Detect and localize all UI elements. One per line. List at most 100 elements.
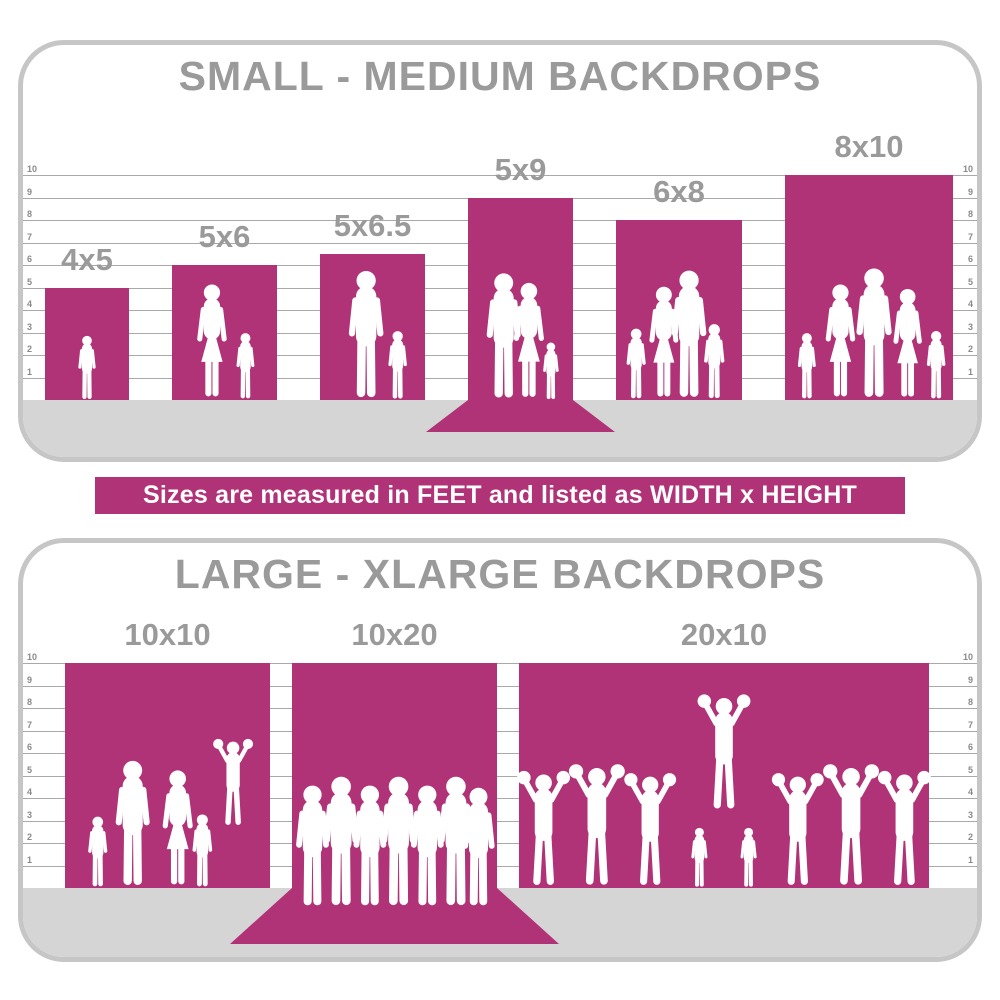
y-tick-right: 4 [967, 299, 973, 309]
people-silhouettes [172, 265, 277, 400]
y-tick-left: 8 [27, 697, 33, 707]
y-tick-right: 6 [967, 742, 973, 752]
silhouette-stand [693, 828, 706, 885]
silhouette-stand [628, 329, 644, 396]
gridline-1 [23, 865, 977, 867]
y-tick-right: 4 [967, 787, 973, 797]
silhouette-stand [390, 331, 405, 396]
people-silhouettes [468, 198, 573, 401]
y-tick-right: 3 [967, 809, 973, 820]
silhouette-stand [706, 324, 723, 396]
silhouette-stand [238, 333, 253, 396]
people-silhouettes [519, 663, 929, 888]
y-tick-left: 4 [27, 299, 33, 309]
y-tick-right: 10 [962, 652, 973, 662]
gridline-10 [23, 175, 977, 176]
silhouette-stand [675, 271, 703, 393]
y-tick-right: 5 [967, 764, 973, 775]
small-medium-title: SMALL - MEDIUM BACKDROPS [178, 53, 822, 99]
bar-size-label: 4x5 [61, 241, 113, 277]
gridline-7 [23, 730, 977, 732]
silhouette-cheer [213, 739, 253, 822]
silhouette-cheer [517, 771, 570, 881]
y-tick-left: 9 [27, 186, 33, 197]
silhouette-cheer [823, 764, 879, 881]
gridline-2 [23, 843, 977, 844]
silhouette-dress [828, 285, 852, 394]
silhouette-dress [200, 285, 224, 394]
gridline-10 [23, 663, 977, 664]
y-tick-right: 10 [962, 164, 973, 174]
y-tick-left: 1 [27, 366, 33, 377]
people-silhouettes [616, 220, 742, 400]
backdrop-bar-5x6.5 [320, 253, 425, 400]
y-tick-right: 9 [967, 674, 973, 685]
silhouette-stand [194, 814, 210, 883]
gridline-6 [23, 753, 977, 754]
small-medium-chart: 1 1 2 2 3 3 4 4 5 5 6 6 7 7 8 8 9 9 10 10 4x5 5x6 5x6.5 5x9 6x8 8… [23, 45, 977, 457]
y-tick-left: 4 [27, 787, 33, 797]
backdrop-bar-8x10 [785, 175, 953, 400]
y-tick-left: 2 [27, 344, 33, 354]
y-tick-left: 7 [27, 719, 33, 730]
silhouette-stand [90, 817, 106, 884]
y-tick-right: 2 [967, 344, 973, 354]
silhouette-stand [352, 271, 380, 393]
silhouette-stand [80, 335, 94, 396]
large-xlarge-chart: 1 1 2 2 3 3 4 4 5 5 6 6 7 7 8 8 9 9 10 10 10x10 10x20 20x10 [23, 543, 977, 957]
y-tick-right: 8 [967, 209, 973, 219]
silhouette-dress [516, 282, 541, 393]
people-silhouettes [45, 288, 129, 401]
bar-size-label: 8x10 [834, 129, 904, 164]
silhouette-dress [896, 289, 919, 394]
silhouette-cheer [569, 764, 625, 881]
y-tick-left: 8 [27, 209, 33, 219]
silhouette-dress [652, 287, 676, 394]
y-tick-left: 5 [27, 764, 33, 775]
gridline-8 [23, 708, 977, 709]
large-xlarge-title: LARGE - XLARGE BACKDROPS [174, 551, 826, 597]
gridline-4 [23, 798, 977, 799]
gridline-9 [23, 685, 977, 687]
backdrop-bar-5x6 [172, 265, 277, 400]
y-tick-left: 1 [27, 854, 33, 865]
silhouette-stand [800, 333, 815, 396]
y-tick-left: 3 [27, 321, 33, 332]
y-tick-left: 5 [27, 276, 33, 287]
people-silhouettes [320, 254, 425, 400]
bar-size-label: 5x9 [494, 151, 547, 187]
y-tick-right: 1 [967, 366, 973, 377]
y-tick-left: 6 [27, 742, 33, 752]
people-silhouettes [785, 175, 953, 400]
y-tick-left: 10 [27, 652, 38, 662]
silhouette-stand [119, 761, 147, 881]
bar-size-label: 10x10 [124, 617, 211, 652]
y-tick-right: 7 [967, 231, 973, 242]
silhouette-stand [490, 273, 518, 393]
bar-size-label: 10x20 [351, 617, 438, 652]
bar-size-label: 5x6.5 [333, 207, 412, 243]
backdrop-bar-4x5 [45, 287, 129, 401]
silhouette-stand [929, 331, 944, 396]
y-tick-left: 3 [27, 809, 33, 820]
silhouette-stand [299, 786, 326, 902]
backdrop-bar-6x8 [616, 220, 742, 400]
silhouette-dress [165, 770, 190, 881]
silhouette-stand [860, 268, 889, 392]
gridline-5 [23, 775, 977, 777]
backdrop-bar-20x10 [519, 663, 929, 888]
y-tick-right: 3 [967, 321, 973, 332]
bar-size-label: 6x8 [653, 174, 705, 209]
silhouette-cheer [772, 773, 824, 881]
y-tick-right: 8 [967, 697, 973, 707]
silhouette-cheer [698, 694, 751, 804]
silhouette-cheer [878, 771, 931, 881]
small-medium-panel: SMALL - MEDIUM BACKDROPS 1 1 2 2 3 3 4 4 5 5 6 6 7 7 8… [18, 40, 982, 462]
silhouette-stand [384, 777, 413, 901]
y-tick-right: 7 [967, 719, 973, 730]
y-tick-left: 2 [27, 832, 33, 842]
bar-size-label: 5x6 [198, 219, 251, 254]
silhouette-stand [742, 828, 755, 885]
gridline-3 [23, 820, 977, 822]
y-tick-right: 9 [967, 186, 973, 197]
